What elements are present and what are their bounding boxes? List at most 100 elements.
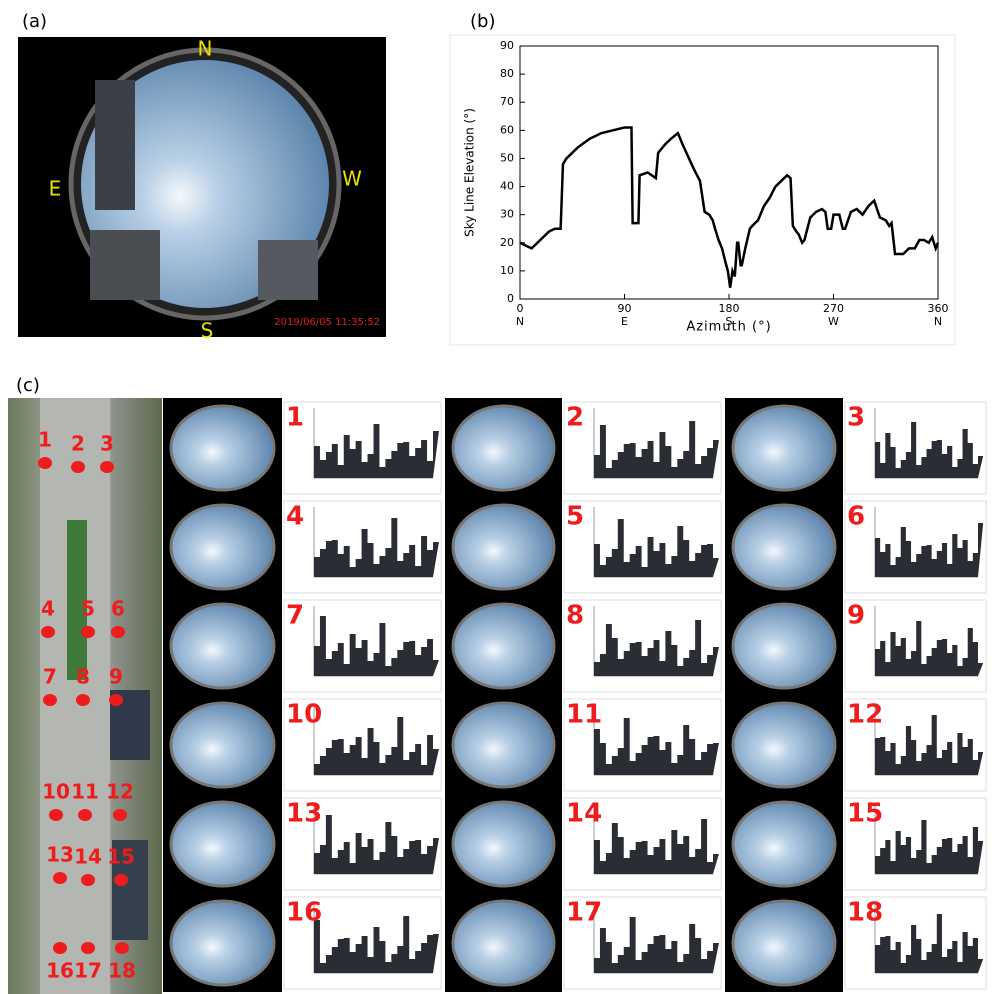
y-tick-label: 20	[500, 236, 514, 249]
thumb-label: 4	[286, 502, 304, 532]
compass-label: N	[198, 37, 213, 61]
thumb-label: 8	[566, 601, 584, 631]
fisheye-thumb	[453, 505, 554, 589]
fisheye-thumb	[171, 901, 274, 985]
map-dot	[115, 942, 129, 954]
y-axis-label: Sky Line Elevation (°)	[463, 108, 477, 237]
map-dot	[53, 942, 67, 954]
map-dot	[78, 809, 92, 821]
map-point-label: 18	[108, 959, 136, 983]
thumb-label: 2	[566, 403, 584, 433]
map-point-label: 1	[38, 428, 52, 452]
map-dot	[76, 694, 90, 706]
thumb-label: 7	[286, 601, 304, 631]
direction-label: E	[621, 315, 628, 328]
thumb-label: 13	[286, 799, 322, 829]
thumb-label: 5	[566, 502, 584, 532]
map-point-label: 14	[74, 845, 102, 869]
thumb-label: 17	[566, 898, 602, 928]
thumb-label: 16	[286, 898, 322, 928]
map-dot	[49, 809, 63, 821]
fisheye-thumb	[171, 703, 274, 787]
fisheye-thumb	[453, 604, 554, 688]
fisheye-thumb	[733, 901, 835, 985]
fisheye-thumb	[171, 604, 274, 688]
map-dot	[53, 872, 67, 884]
y-tick-label: 10	[500, 264, 514, 277]
map-point-label: 12	[106, 780, 134, 804]
fisheye-thumb	[171, 802, 274, 886]
thumb-label: 14	[566, 799, 602, 829]
map-dot	[41, 626, 55, 638]
map-point-label: 15	[107, 845, 135, 869]
map-point-label: 9	[109, 665, 123, 689]
x-tick-label: 90	[618, 302, 632, 315]
panel-label: (b)	[470, 11, 495, 32]
map-dot	[71, 461, 85, 473]
y-tick-label: 0	[507, 292, 514, 305]
map-dot	[100, 461, 114, 473]
fisheye-thumb	[733, 505, 835, 589]
map-dot	[111, 626, 125, 638]
compass-label: E	[49, 177, 62, 201]
thumb-chart-bg	[845, 600, 986, 692]
figure-canvas: (a) (b) (c) N E W S 2019/06/05 11:35:52 …	[0, 0, 992, 994]
thumb-chart-bg	[564, 402, 721, 494]
map-point-label: 16	[46, 959, 74, 983]
map-point-label: 2	[71, 432, 85, 456]
x-tick-label: 360	[928, 302, 949, 315]
fisheye-thumb	[733, 802, 835, 886]
x-tick-label: 0	[517, 302, 524, 315]
thumb-label: 3	[847, 403, 865, 433]
y-tick-label: 60	[500, 123, 514, 136]
compass-label: S	[201, 319, 214, 343]
fisheye-thumb	[171, 505, 274, 589]
fisheye-thumb	[453, 703, 554, 787]
thumb-chart-bg	[564, 501, 721, 593]
direction-label: W	[828, 315, 839, 328]
timestamp: 2019/06/05 11:35:52	[274, 317, 380, 328]
thumb-label: 12	[847, 700, 883, 730]
building	[258, 240, 318, 300]
map-dot	[114, 874, 128, 886]
map-dot	[81, 626, 95, 638]
map-point-label: 7	[43, 665, 57, 689]
map-dot	[81, 874, 95, 886]
map-point-label: 8	[76, 665, 90, 689]
fisheye-thumb	[171, 406, 274, 490]
y-tick-label: 30	[500, 208, 514, 221]
map-point-label: 6	[111, 597, 125, 621]
thumb-label: 15	[847, 799, 883, 829]
map-dot	[38, 457, 52, 469]
y-tick-label: 40	[500, 180, 514, 193]
building	[95, 80, 135, 210]
direction-label: N	[934, 315, 942, 328]
fisheye-thumb	[453, 406, 554, 490]
fisheye-thumb	[453, 802, 554, 886]
figure: (a) (b) (c) N E W S 2019/06/05 11:35:52 …	[0, 0, 992, 994]
thumb-label: 18	[847, 898, 883, 928]
y-tick-label: 70	[500, 95, 514, 108]
x-tick-label: 270	[823, 302, 844, 315]
map-dot	[109, 694, 123, 706]
map-dot	[113, 809, 127, 821]
map-point-label: 17	[74, 959, 102, 983]
map-point-label: 4	[41, 597, 55, 621]
compass-label: W	[342, 167, 362, 191]
fisheye-thumb	[453, 901, 554, 985]
y-tick-label: 50	[500, 151, 514, 164]
x-tick-label: 180	[719, 302, 740, 315]
panel-label: (a)	[22, 11, 47, 32]
x-axis-label: Azimuth (°)	[686, 320, 771, 335]
thumb-label: 9	[847, 601, 865, 631]
map-point-label: 11	[71, 780, 99, 804]
map-point-label: 10	[42, 780, 70, 804]
direction-label: N	[516, 315, 524, 328]
map-dot	[81, 942, 95, 954]
map-point-label: 13	[46, 843, 74, 867]
thumb-label: 11	[566, 700, 602, 730]
fisheye-thumb	[733, 406, 835, 490]
thumb-label: 10	[286, 700, 322, 730]
fisheye-thumb	[733, 703, 835, 787]
map-dot	[43, 694, 57, 706]
